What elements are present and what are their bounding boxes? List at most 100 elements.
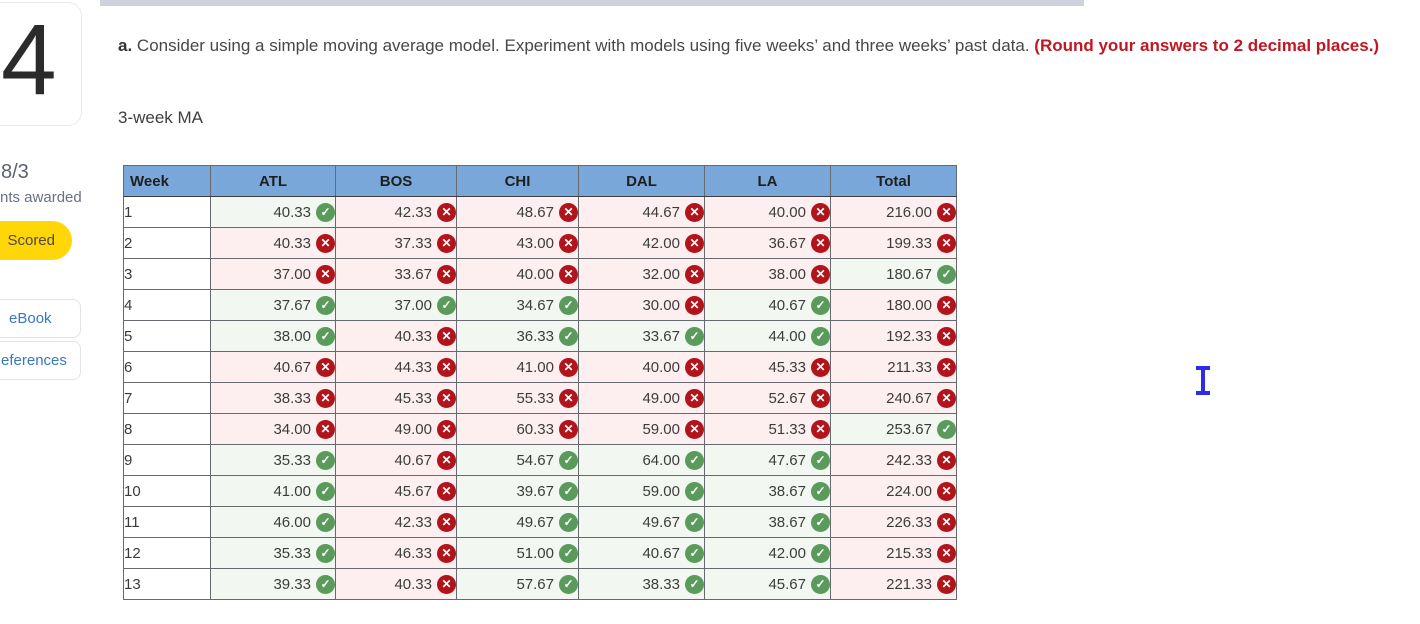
chi-value-cell: 54.67 ✓ [456, 444, 579, 476]
correct-check-icon: ✓ [685, 574, 704, 594]
cell-value: 44.67 [642, 203, 680, 221]
prompt-part-letter: a. [118, 36, 133, 55]
incorrect-x-icon: ✕ [316, 264, 335, 284]
incorrect-x-icon: ✕ [811, 357, 830, 377]
week-cell: 1 [123, 196, 211, 228]
atl-value-cell: 35.33 ✓ [210, 444, 336, 476]
la-value-cell: 45.33 ✕ [704, 351, 831, 383]
total-value-cell: 215.33 ✕ [830, 537, 957, 569]
cell-value: 57.67 [516, 575, 554, 593]
table-body: 1 40.33 ✓ 42.33 ✕ 48.67 ✕ 44.67 ✕ 40.00 ✕ 216.00 ✕ 2 4… [123, 196, 957, 600]
chi-value-cell: 55.33 ✕ [456, 382, 579, 414]
references-link[interactable]: eferences [0, 341, 81, 380]
incorrect-x-icon: ✕ [437, 388, 456, 408]
week-cell: 8 [123, 413, 211, 445]
incorrect-x-icon: ✕ [437, 574, 456, 594]
table-header-row: Week ATL BOS CHI DAL LA Total [123, 165, 957, 197]
cell-value: 47.67 [768, 451, 806, 469]
atl-value-cell: 40.33 ✕ [210, 227, 336, 259]
column-header-week: Week [123, 165, 211, 197]
incorrect-x-icon: ✕ [685, 419, 704, 439]
atl-value-cell: 41.00 ✓ [210, 475, 336, 507]
moving-average-results-table: Week ATL BOS CHI DAL LA Total 1 40.33 ✓ 42.33 ✕ 48.… [123, 165, 957, 600]
incorrect-x-icon: ✕ [685, 264, 704, 284]
total-value-cell: 192.33 ✕ [830, 320, 957, 352]
dal-value-cell: 32.00 ✕ [578, 258, 705, 290]
chi-value-cell: 41.00 ✕ [456, 351, 579, 383]
correct-check-icon: ✓ [937, 419, 956, 439]
week-cell: 12 [123, 537, 211, 569]
cell-value: 55.33 [516, 389, 554, 407]
chi-value-cell: 39.67 ✓ [456, 475, 579, 507]
correct-check-icon: ✓ [811, 574, 830, 594]
incorrect-x-icon: ✕ [559, 388, 578, 408]
chi-value-cell: 43.00 ✕ [456, 227, 579, 259]
cell-value: 64.00 [642, 451, 680, 469]
incorrect-x-icon: ✕ [811, 419, 830, 439]
bos-value-cell: 42.33 ✕ [335, 506, 457, 538]
incorrect-x-icon: ✕ [437, 419, 456, 439]
table-row: 5 38.00 ✓ 40.33 ✕ 36.33 ✓ 33.67 ✓ 44.00 ✓ 192.33 ✕ [123, 320, 957, 352]
correct-check-icon: ✓ [559, 295, 578, 315]
cell-value: 40.67 [273, 358, 311, 376]
cell-value: 43.00 [516, 234, 554, 252]
incorrect-x-icon: ✕ [937, 388, 956, 408]
total-value-cell: 242.33 ✕ [830, 444, 957, 476]
chi-value-cell: 60.33 ✕ [456, 413, 579, 445]
incorrect-x-icon: ✕ [316, 388, 335, 408]
dal-value-cell: 49.00 ✕ [578, 382, 705, 414]
incorrect-x-icon: ✕ [937, 543, 956, 563]
points-fraction: 8/3 [1, 161, 29, 183]
dal-value-cell: 59.00 ✓ [578, 475, 705, 507]
incorrect-x-icon: ✕ [685, 233, 704, 253]
cell-value: 54.67 [516, 451, 554, 469]
correct-check-icon: ✓ [316, 202, 335, 222]
cell-value: 35.33 [273, 544, 311, 562]
correct-check-icon: ✓ [811, 512, 830, 532]
bos-value-cell: 37.33 ✕ [335, 227, 457, 259]
la-value-cell: 52.67 ✕ [704, 382, 831, 414]
bos-value-cell: 45.33 ✕ [335, 382, 457, 414]
cell-value: 49.00 [394, 420, 432, 438]
correct-check-icon: ✓ [685, 543, 704, 563]
incorrect-x-icon: ✕ [316, 357, 335, 377]
la-value-cell: 38.00 ✕ [704, 258, 831, 290]
incorrect-x-icon: ✕ [437, 543, 456, 563]
correct-check-icon: ✓ [685, 450, 704, 470]
atl-value-cell: 38.00 ✓ [210, 320, 336, 352]
cell-value: 48.67 [516, 203, 554, 221]
table-section-label: 3-week MA [118, 108, 204, 127]
dal-value-cell: 40.67 ✓ [578, 537, 705, 569]
cell-value: 40.33 [273, 234, 311, 252]
incorrect-x-icon: ✕ [437, 233, 456, 253]
ebook-link[interactable]: eBook [0, 299, 81, 338]
la-value-cell: 38.67 ✓ [704, 475, 831, 507]
cell-value: 192.33 [886, 327, 932, 345]
cell-value: 40.33 [273, 203, 311, 221]
table-row: 12 35.33 ✓ 46.33 ✕ 51.00 ✓ 40.67 ✓ 42.00 ✓ 215.33 ✕ [123, 537, 957, 569]
bos-value-cell: 44.33 ✕ [335, 351, 457, 383]
cell-value: 38.00 [273, 327, 311, 345]
bos-value-cell: 40.33 ✕ [335, 568, 457, 600]
cell-value: 49.00 [642, 389, 680, 407]
cell-value: 40.33 [394, 575, 432, 593]
table-row: 10 41.00 ✓ 45.67 ✕ 39.67 ✓ 59.00 ✓ 38.67 ✓ 224.00 ✕ [123, 475, 957, 507]
incorrect-x-icon: ✕ [811, 233, 830, 253]
cell-value: 40.67 [768, 296, 806, 314]
cell-value: 38.33 [642, 575, 680, 593]
incorrect-x-icon: ✕ [559, 202, 578, 222]
cell-value: 242.33 [886, 451, 932, 469]
atl-value-cell: 40.67 ✕ [210, 351, 336, 383]
cell-value: 40.00 [642, 358, 680, 376]
la-value-cell: 40.67 ✓ [704, 289, 831, 321]
cell-value: 42.00 [642, 234, 680, 252]
correct-check-icon: ✓ [559, 512, 578, 532]
atl-value-cell: 35.33 ✓ [210, 537, 336, 569]
correct-check-icon: ✓ [811, 295, 830, 315]
table-row: 4 37.67 ✓ 37.00 ✓ 34.67 ✓ 30.00 ✕ 40.67 ✓ 180.00 ✕ [123, 289, 957, 321]
cell-value: 38.00 [768, 265, 806, 283]
atl-value-cell: 40.33 ✓ [210, 196, 336, 228]
bos-value-cell: 42.33 ✕ [335, 196, 457, 228]
cell-value: 33.67 [642, 327, 680, 345]
la-value-cell: 51.33 ✕ [704, 413, 831, 445]
